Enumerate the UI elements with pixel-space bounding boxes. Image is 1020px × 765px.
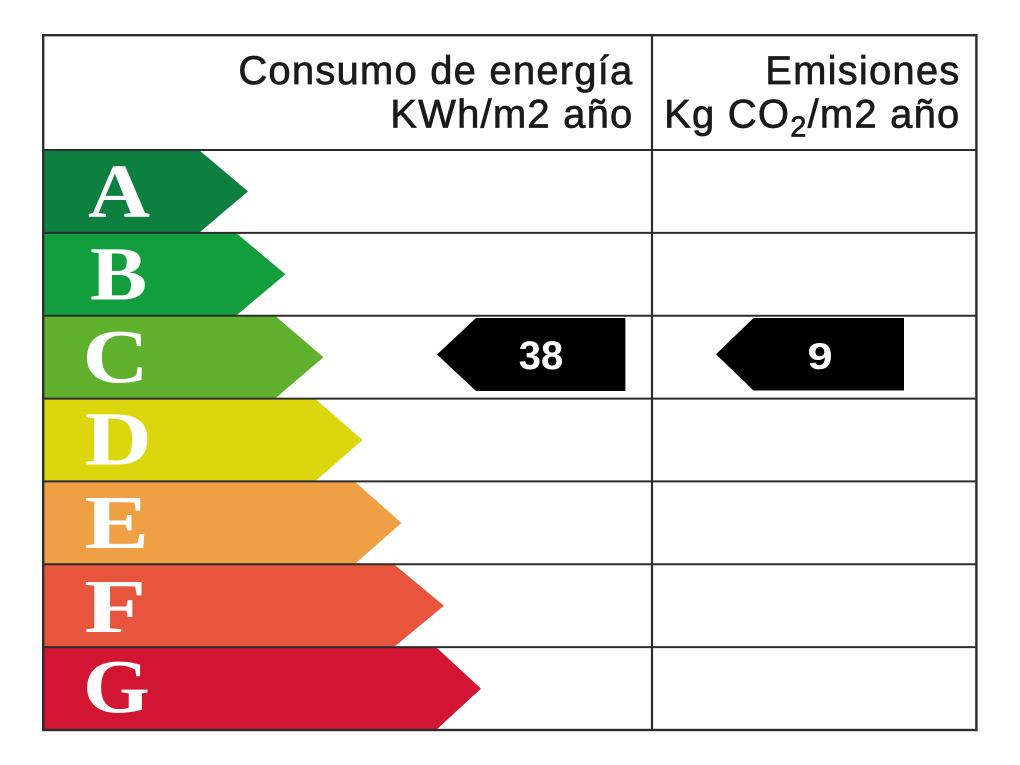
svg-text:A: A xyxy=(88,149,150,234)
svg-text:Consumo de energía: Consumo de energía xyxy=(238,49,633,93)
svg-text:C: C xyxy=(83,316,149,400)
svg-text:9: 9 xyxy=(807,336,832,377)
svg-text:Emisiones: Emisiones xyxy=(765,49,960,93)
svg-text:Kg CO2/m2 año: Kg CO2/m2 año xyxy=(664,93,960,144)
svg-text:E: E xyxy=(85,480,150,565)
svg-text:D: D xyxy=(85,397,152,481)
svg-text:G: G xyxy=(83,645,150,730)
svg-text:KWh/m2 año: KWh/m2 año xyxy=(390,93,633,137)
svg-text:38: 38 xyxy=(519,334,564,378)
svg-text:B: B xyxy=(90,232,147,317)
svg-text:F: F xyxy=(84,565,146,649)
